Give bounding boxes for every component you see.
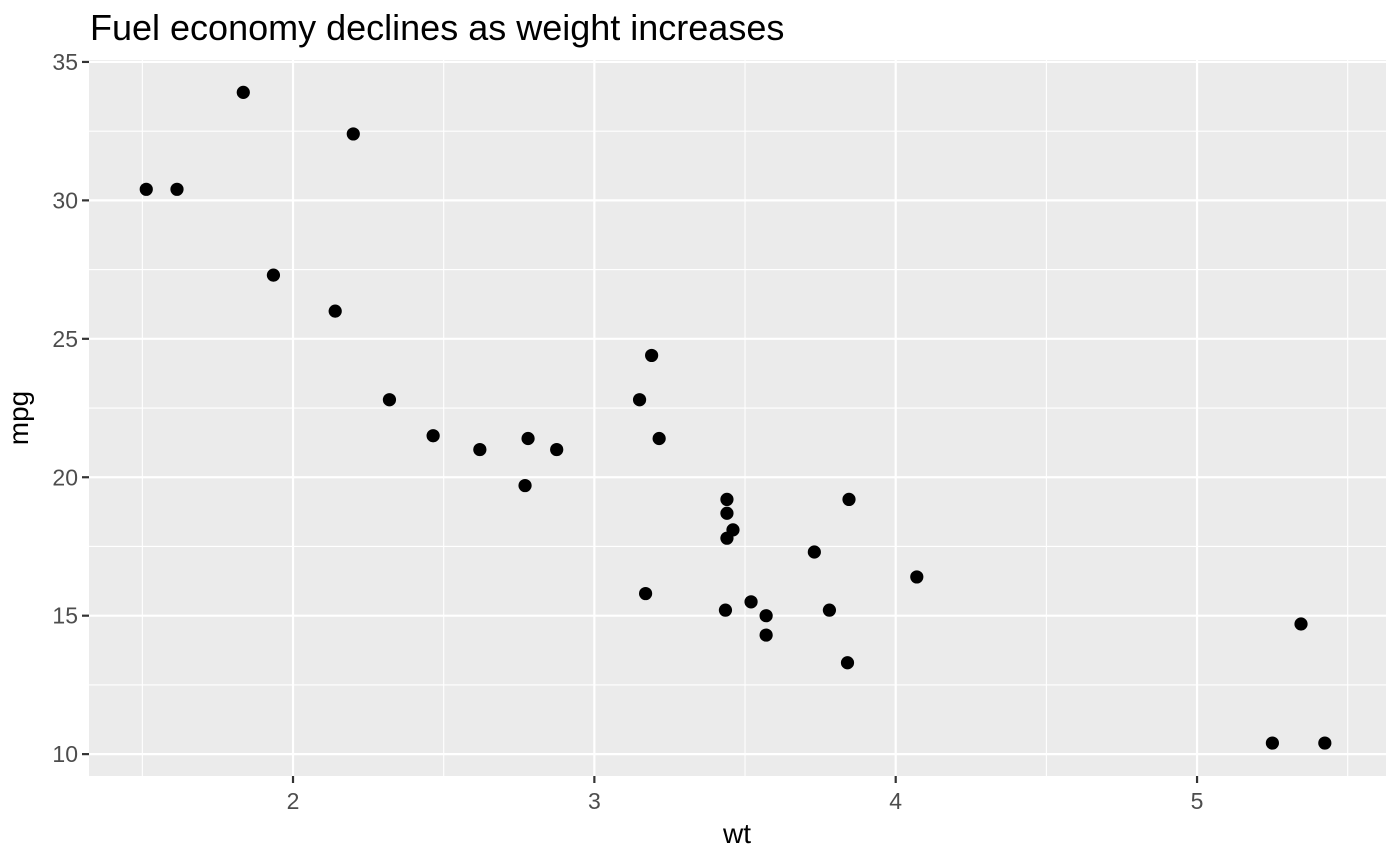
data-point [652, 431, 666, 446]
plot-title: Fuel economy declines as weight increase… [90, 7, 784, 48]
data-point [910, 570, 924, 584]
data-point [720, 492, 734, 507]
data-point [632, 393, 647, 407]
y-axis-title: mpg [3, 391, 34, 445]
data-point [1265, 736, 1279, 750]
x-tick-label: 3 [588, 788, 601, 814]
chart-layers: 2 3 4 5 10 15 20 25 30 35 [52, 49, 1386, 814]
y-tick-label: 25 [52, 326, 78, 352]
x-tick-label: 2 [287, 788, 300, 814]
data-point [759, 609, 773, 623]
data-point [426, 429, 440, 443]
data-point [1318, 736, 1332, 750]
data-point [807, 545, 821, 559]
x-tick-label: 5 [1191, 788, 1204, 814]
data-point [382, 393, 397, 407]
y-tick-label: 20 [52, 464, 78, 490]
data-point [346, 127, 360, 141]
x-axis-title: wt [722, 818, 751, 849]
plot-panel [89, 60, 1386, 776]
data-point [328, 304, 342, 318]
data-point [266, 268, 281, 282]
data-point [170, 182, 184, 196]
data-point [822, 603, 837, 617]
data-point [638, 586, 653, 601]
x-tick-label: 4 [889, 788, 902, 814]
y-tick-label: 10 [52, 741, 78, 767]
data-point [720, 506, 734, 520]
data-point [842, 492, 856, 507]
y-tick-label: 30 [52, 187, 78, 213]
y-tick-label: 35 [52, 49, 78, 75]
data-point [473, 442, 487, 457]
y-tick-label: 15 [52, 603, 78, 629]
data-point [759, 628, 773, 642]
data-point [236, 85, 250, 99]
data-point [521, 431, 535, 446]
data-point [840, 656, 855, 670]
data-point [139, 182, 153, 196]
data-point [718, 603, 733, 617]
data-point [645, 348, 659, 363]
data-point [720, 531, 734, 545]
data-point [550, 442, 564, 457]
data-point [518, 478, 532, 493]
data-point [1294, 617, 1308, 631]
data-point [744, 595, 758, 609]
